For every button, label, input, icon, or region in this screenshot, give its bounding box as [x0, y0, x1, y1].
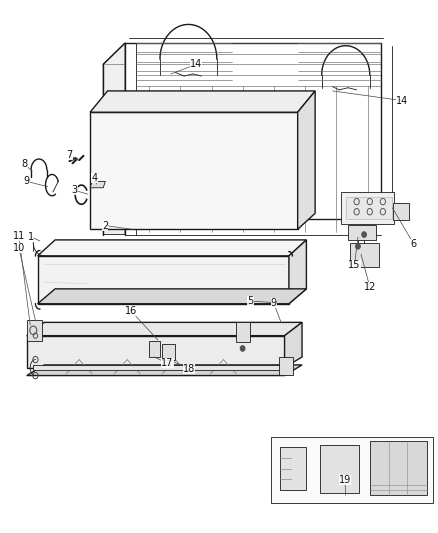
Polygon shape — [207, 138, 226, 163]
Circle shape — [356, 244, 360, 249]
Text: 15: 15 — [348, 260, 360, 270]
Polygon shape — [149, 341, 160, 357]
Text: 10: 10 — [13, 243, 25, 253]
Polygon shape — [27, 320, 42, 341]
Polygon shape — [298, 91, 315, 229]
Text: 7: 7 — [67, 150, 73, 160]
Polygon shape — [289, 240, 307, 304]
Polygon shape — [27, 336, 285, 368]
Polygon shape — [280, 447, 307, 490]
Circle shape — [362, 232, 366, 237]
Polygon shape — [285, 322, 302, 368]
Circle shape — [240, 346, 245, 351]
Text: 17: 17 — [161, 358, 173, 368]
Polygon shape — [90, 112, 298, 229]
Polygon shape — [393, 203, 409, 220]
Polygon shape — [346, 197, 392, 219]
Text: 3: 3 — [72, 185, 78, 196]
Polygon shape — [162, 344, 175, 360]
Polygon shape — [27, 322, 302, 336]
Polygon shape — [27, 365, 302, 376]
Text: 4: 4 — [92, 173, 98, 183]
Text: 6: 6 — [410, 239, 417, 248]
Text: 8: 8 — [21, 159, 28, 169]
Text: 18: 18 — [183, 364, 195, 374]
Polygon shape — [348, 225, 376, 240]
Polygon shape — [103, 43, 125, 235]
Polygon shape — [163, 138, 182, 163]
Polygon shape — [236, 322, 250, 342]
Text: 2: 2 — [102, 221, 109, 231]
Circle shape — [181, 114, 187, 121]
Text: 12: 12 — [364, 282, 376, 292]
Text: 11: 11 — [13, 231, 25, 240]
Polygon shape — [370, 441, 427, 495]
Polygon shape — [90, 91, 315, 112]
Text: 1: 1 — [28, 232, 34, 241]
Polygon shape — [38, 256, 289, 304]
Polygon shape — [279, 357, 293, 375]
Text: 9: 9 — [271, 297, 277, 308]
Circle shape — [216, 114, 222, 121]
Text: 5: 5 — [247, 296, 254, 306]
Text: 16: 16 — [124, 305, 137, 316]
Polygon shape — [341, 192, 394, 224]
Polygon shape — [169, 107, 237, 139]
Text: 14: 14 — [190, 59, 202, 69]
Polygon shape — [272, 437, 433, 503]
Circle shape — [198, 114, 205, 121]
Polygon shape — [319, 445, 359, 492]
Polygon shape — [33, 365, 280, 370]
Polygon shape — [38, 289, 307, 304]
Text: 9: 9 — [24, 176, 30, 187]
Text: 19: 19 — [339, 475, 351, 486]
Polygon shape — [38, 240, 307, 256]
Polygon shape — [90, 181, 106, 188]
Text: 14: 14 — [396, 95, 408, 106]
Polygon shape — [350, 243, 378, 266]
